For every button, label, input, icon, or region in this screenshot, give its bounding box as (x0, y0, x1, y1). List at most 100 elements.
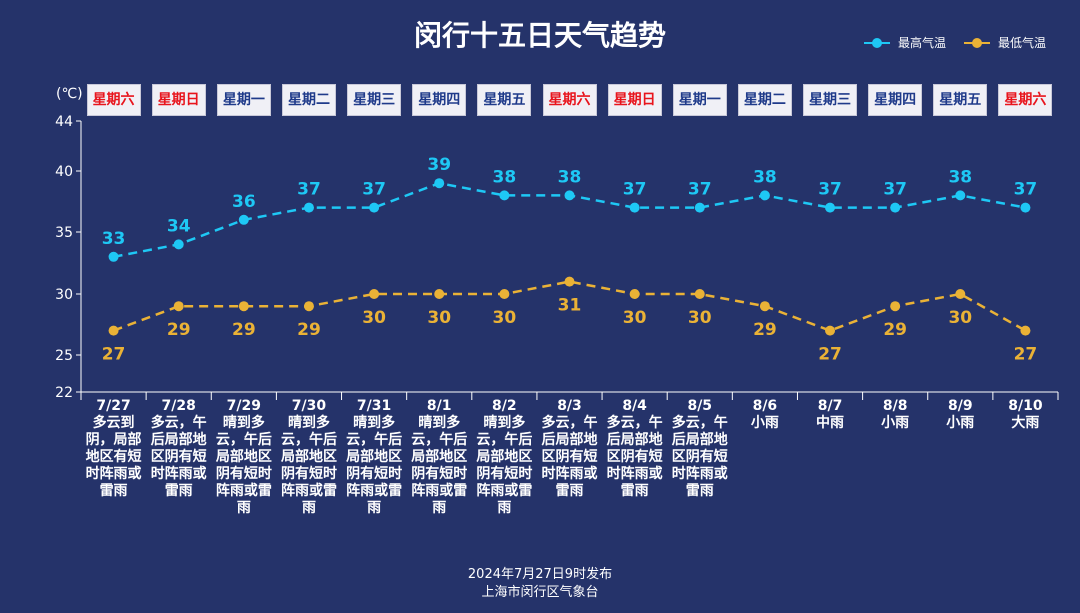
day-date: 8/6 (752, 398, 778, 414)
day-column: 8/7 中雨 (798, 398, 862, 432)
data-point-low (825, 325, 836, 336)
day-weather: 多云，午后局部地区阴有短时阵雨或雷雨 (150, 415, 207, 499)
data-point-high (955, 190, 966, 201)
data-label-high: 37 (883, 180, 907, 200)
day-weather: 多云，午后局部地区阴有短时阵雨或雷雨 (606, 415, 663, 499)
day-column: 7/28 多云，午后局部地区阴有短时阵雨或雷雨 (147, 398, 211, 500)
weekday-label: 星期六 (998, 84, 1053, 116)
data-point-high (303, 202, 314, 213)
day-weather: 多云到阴，局部地区有短时阵雨或雷雨 (85, 415, 142, 499)
weekday-label: 星期五 (477, 84, 532, 116)
day-date: 8/7 (817, 398, 843, 414)
day-column: 8/6 小雨 (733, 398, 797, 432)
data-point-low (890, 301, 901, 312)
weekday-label: 星期四 (412, 84, 467, 116)
data-label-low: 29 (883, 320, 907, 340)
day-column: 8/8 小雨 (863, 398, 927, 432)
day-column: 7/30 晴到多云，午后局部地区阴有短时阵雨或雷雨 (277, 398, 341, 517)
y-tick-label: 44 (55, 114, 73, 130)
weekday-label: 星期日 (151, 84, 206, 116)
data-label-high: 38 (558, 167, 582, 187)
day-column: 8/1 晴到多云，午后局部地区阴有短时阵雨或雷雨 (407, 398, 471, 517)
legend-low-label: 最低气温 (998, 36, 1047, 50)
day-column: 8/10 大雨 (993, 398, 1057, 432)
day-weather: 小雨 (946, 415, 975, 431)
data-point-high (1020, 202, 1031, 213)
day-column: 7/27 多云到阴，局部地区有短时阵雨或雷雨 (82, 398, 146, 500)
weekday-label: 星期一 (672, 84, 727, 116)
day-column: 8/3 多云，午后局部地区阴有短时阵雨或雷雨 (538, 398, 602, 500)
data-label-low: 27 (818, 345, 842, 365)
data-point-high (238, 214, 249, 225)
data-label-high: 39 (427, 155, 451, 175)
y-tick-label: 30 (55, 287, 73, 303)
day-date: 8/9 (947, 398, 973, 414)
data-label-low: 31 (558, 296, 582, 316)
data-label-high: 36 (232, 192, 256, 212)
data-point-low (238, 301, 249, 312)
data-point-low (499, 289, 510, 299)
weekday-label: 星期一 (216, 84, 271, 116)
weekday-label: 星期三 (347, 84, 402, 116)
legend-high-label: 最高气温 (898, 36, 947, 50)
day-date: 7/31 (356, 398, 392, 414)
data-label-low: 30 (493, 308, 517, 328)
day-date: 8/1 (426, 398, 452, 414)
data-point-low (369, 289, 380, 299)
data-point-low (694, 289, 705, 299)
data-point-high (108, 251, 119, 262)
data-point-high (369, 202, 380, 213)
publisher: 上海市闵行区气象台 (481, 585, 599, 600)
weekday-label: 星期四 (868, 84, 923, 116)
day-date: 7/28 (161, 398, 196, 414)
day-date: 7/27 (96, 398, 131, 414)
day-date: 8/3 (557, 398, 582, 414)
series-line-low (113, 280, 1027, 332)
y-tick-label: 25 (55, 348, 73, 364)
legend-item-high[interactable]: 最高气温 (864, 34, 946, 51)
day-date: 8/8 (882, 398, 908, 414)
data-point-low (108, 325, 119, 336)
weekday-label: 星期三 (803, 84, 858, 116)
data-label-low: 30 (362, 308, 386, 328)
publish-time: 2024年7月27日9时发布 (467, 567, 613, 582)
weekday-label: 星期六 (542, 84, 597, 116)
day-column: 7/29 晴到多云，午后局部地区阴有短时阵雨或雷雨 (212, 398, 276, 517)
day-date: 7/29 (226, 398, 261, 414)
data-label-high: 37 (818, 180, 842, 200)
day-weather: 晴到多云，午后局部地区阴有短时阵雨或雷雨 (346, 415, 403, 516)
weekday-label: 星期日 (607, 84, 662, 116)
weekday-label: 星期二 (737, 84, 792, 116)
data-point-high (759, 190, 770, 201)
data-label-low: 29 (232, 320, 256, 340)
data-label-low: 29 (167, 320, 191, 340)
day-weather: 晴到多云，午后局部地区阴有短时阵雨或雷雨 (411, 415, 468, 516)
day-weather: 小雨 (750, 415, 779, 431)
day-column: 8/4 多云，午后局部地区阴有短时阵雨或雷雨 (603, 398, 667, 500)
day-date: 7/30 (291, 398, 327, 414)
day-column: 7/31 晴到多云，午后局部地区阴有短时阵雨或雷雨 (342, 398, 406, 517)
legend-low-marker-icon (964, 37, 990, 48)
day-weather: 晴到多云，午后局部地区阴有短时阵雨或雷雨 (215, 415, 272, 516)
legend-high-marker-icon (864, 37, 890, 48)
data-point-low (629, 289, 640, 299)
data-point-high (694, 202, 705, 213)
day-weather: 多云，午后局部地区阴有短时阵雨或雷雨 (541, 415, 598, 499)
legend-item-low[interactable]: 最低气温 (964, 34, 1046, 51)
data-point-high (499, 190, 510, 201)
day-weather: 晴到多云，午后局部地区阴有短时阵雨或雷雨 (476, 415, 533, 516)
data-point-high (564, 190, 575, 201)
data-point-high (434, 178, 445, 189)
data-point-high (173, 239, 184, 250)
data-label-high: 38 (753, 167, 777, 187)
data-label-high: 38 (948, 167, 972, 187)
y-tick-label: 35 (55, 225, 73, 241)
data-label-low: 30 (948, 308, 972, 328)
day-column: 8/9 小雨 (928, 398, 992, 432)
day-column: 8/2 晴到多云，午后局部地区阴有短时阵雨或雷雨 (472, 398, 536, 517)
data-point-low (759, 301, 770, 312)
data-label-low: 29 (297, 320, 321, 340)
data-point-low (564, 276, 575, 287)
data-label-low: 30 (623, 308, 647, 328)
